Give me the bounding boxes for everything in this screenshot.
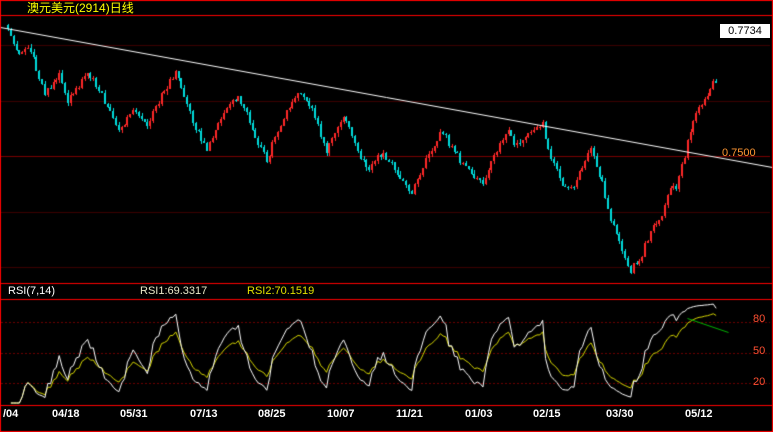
date-label: /04: [3, 408, 19, 420]
price-level-label: 0.7500: [722, 147, 756, 159]
rsi-indicator-label[interactable]: RSI(7,14): [8, 285, 56, 297]
date-label: 05/12: [685, 408, 713, 420]
chart-title: 澳元美元(2914)日线: [27, 1, 134, 15]
date-label: 10/07: [327, 408, 355, 420]
date-label: 11/21: [396, 408, 423, 420]
rsi-level-label-20: 20: [753, 376, 766, 388]
rsi2-value-label: RSI2:70.1519: [247, 285, 315, 297]
date-label: 07/13: [190, 408, 218, 420]
rsi-level-label-80: 80: [753, 313, 766, 325]
date-label: 05/31: [120, 408, 148, 420]
rsi-level-label-50: 50: [753, 345, 766, 357]
date-label: 04/18: [52, 408, 80, 420]
date-label: 01/03: [465, 408, 493, 420]
date-label: 03/30: [606, 408, 634, 420]
price-high-tag: 0.7734: [720, 24, 770, 38]
date-label: 02/15: [533, 408, 561, 420]
date-label: 08/25: [258, 408, 286, 420]
rsi1-value-label: RSI1:69.3317: [140, 285, 208, 297]
